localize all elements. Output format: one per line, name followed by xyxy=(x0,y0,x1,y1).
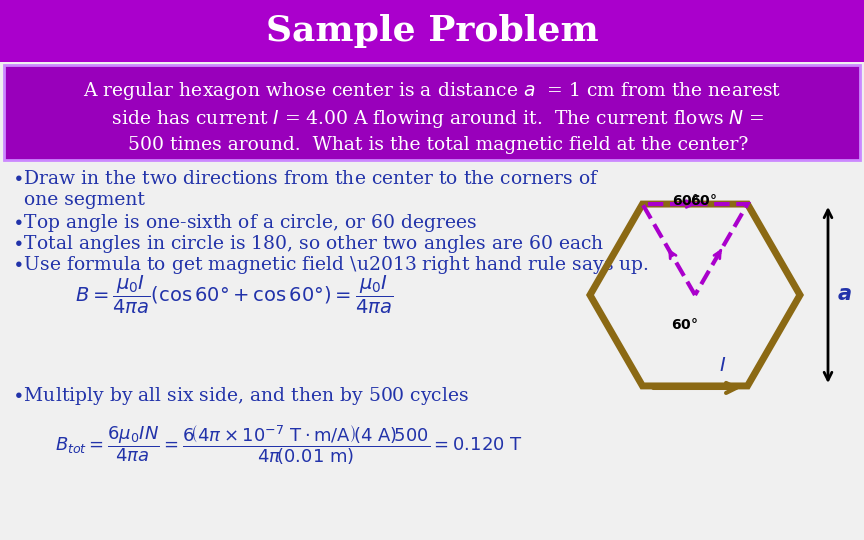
Text: $\bullet$Multiply by all six side, and then by 500 cycles: $\bullet$Multiply by all six side, and t… xyxy=(12,385,469,407)
Bar xyxy=(4,65,860,160)
Text: $\bullet$Top angle is one-sixth of a circle, or 60 degrees: $\bullet$Top angle is one-sixth of a cir… xyxy=(12,212,477,234)
Text: $\mathbf{60°}$: $\mathbf{60°}$ xyxy=(672,193,700,207)
Bar xyxy=(0,0,864,62)
Text: $\bullet$Total angles in circle is 180, so other two angles are 60 each: $\bullet$Total angles in circle is 180, … xyxy=(12,233,604,255)
Text: $\bullet$Draw in the two directions from the center to the corners of: $\bullet$Draw in the two directions from… xyxy=(12,170,600,188)
Text: $B_{tot} = \dfrac{6\mu_0 IN}{4\pi a} = \dfrac{6\!\left(4\pi \times 10^{-7}\ \mat: $B_{tot} = \dfrac{6\mu_0 IN}{4\pi a} = \… xyxy=(55,423,523,467)
Text: side has current $I$ = 4.00 A flowing around it.  The current flows $N$ =: side has current $I$ = 4.00 A flowing ar… xyxy=(99,108,765,130)
Text: $\boldsymbol{a}$: $\boldsymbol{a}$ xyxy=(836,286,851,305)
Text: $I$: $I$ xyxy=(720,357,727,375)
Text: $\bullet$Use formula to get magnetic field \u2013 right hand rule says up.: $\bullet$Use formula to get magnetic fie… xyxy=(12,254,649,276)
Text: 500 times around.  What is the total magnetic field at the center?: 500 times around. What is the total magn… xyxy=(116,136,748,154)
Text: $\mathbf{60°}$: $\mathbf{60°}$ xyxy=(671,317,698,332)
Text: A regular hexagon whose center is a distance $a$  = 1 cm from the nearest: A regular hexagon whose center is a dist… xyxy=(83,80,781,102)
Text: $\mathbf{60°}$: $\mathbf{60°}$ xyxy=(690,193,717,207)
Text: one segment: one segment xyxy=(12,191,145,209)
Text: $B = \dfrac{\mu_0 I}{4\pi a}\left(\cos 60° + \cos 60°\right) = \dfrac{\mu_0 I}{4: $B = \dfrac{\mu_0 I}{4\pi a}\left(\cos 6… xyxy=(75,274,393,316)
Text: Sample Problem: Sample Problem xyxy=(265,14,599,48)
